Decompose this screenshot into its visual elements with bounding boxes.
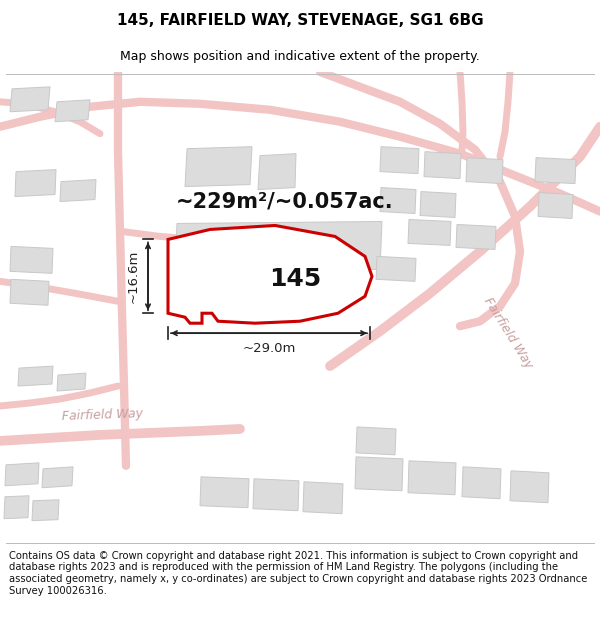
- Text: ~229m²/~0.057ac.: ~229m²/~0.057ac.: [176, 191, 394, 211]
- Polygon shape: [355, 457, 403, 491]
- Polygon shape: [408, 461, 456, 495]
- Polygon shape: [535, 158, 576, 184]
- Polygon shape: [18, 366, 53, 386]
- Polygon shape: [408, 219, 451, 246]
- Text: 145: 145: [269, 268, 321, 291]
- Polygon shape: [168, 226, 372, 323]
- Polygon shape: [258, 154, 296, 189]
- Polygon shape: [538, 192, 573, 219]
- Polygon shape: [380, 188, 416, 214]
- Polygon shape: [510, 471, 549, 502]
- Polygon shape: [185, 147, 252, 187]
- Polygon shape: [424, 152, 461, 179]
- Polygon shape: [376, 256, 416, 281]
- Polygon shape: [380, 147, 419, 174]
- Polygon shape: [253, 479, 299, 511]
- Polygon shape: [57, 373, 86, 391]
- Text: Contains OS data © Crown copyright and database right 2021. This information is : Contains OS data © Crown copyright and d…: [9, 551, 587, 596]
- Polygon shape: [200, 477, 249, 508]
- Polygon shape: [60, 179, 96, 201]
- Polygon shape: [466, 158, 503, 184]
- Polygon shape: [462, 467, 501, 499]
- Polygon shape: [456, 224, 496, 249]
- Polygon shape: [10, 279, 49, 305]
- Polygon shape: [175, 221, 382, 271]
- Text: ~16.6m: ~16.6m: [127, 249, 140, 303]
- Polygon shape: [303, 482, 343, 514]
- Text: Fairfield Way: Fairfield Way: [481, 295, 535, 371]
- Polygon shape: [10, 87, 50, 112]
- Text: 145, FAIRFIELD WAY, STEVENAGE, SG1 6BG: 145, FAIRFIELD WAY, STEVENAGE, SG1 6BG: [116, 12, 484, 28]
- Polygon shape: [32, 500, 59, 521]
- Polygon shape: [42, 467, 73, 488]
- Polygon shape: [10, 246, 53, 273]
- Text: Map shows position and indicative extent of the property.: Map shows position and indicative extent…: [120, 49, 480, 62]
- Polygon shape: [55, 100, 90, 122]
- Polygon shape: [420, 191, 456, 218]
- Polygon shape: [5, 463, 39, 486]
- Polygon shape: [15, 169, 56, 196]
- Text: Fairfield Way: Fairfield Way: [62, 407, 143, 423]
- Polygon shape: [4, 496, 29, 519]
- Text: ~29.0m: ~29.0m: [242, 342, 296, 355]
- Polygon shape: [356, 427, 396, 455]
